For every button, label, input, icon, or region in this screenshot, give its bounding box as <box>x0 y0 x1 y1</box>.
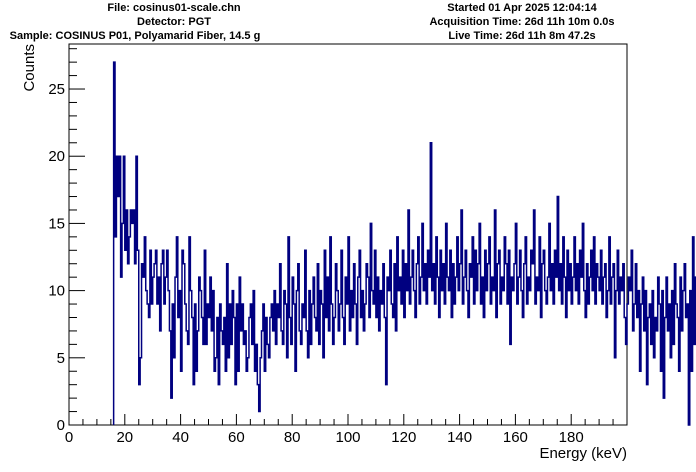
x-axis-title: Energy (keV) <box>539 445 627 462</box>
histogram-line <box>112 61 696 426</box>
axis-ticks <box>68 48 628 426</box>
x-tick-label: 20 <box>116 429 133 446</box>
x-tick-label: 80 <box>284 429 301 446</box>
y-axis-title: Counts <box>21 44 38 92</box>
y-tick-label: 0 <box>57 417 65 434</box>
y-tick-label: 20 <box>48 148 65 165</box>
x-tick-labels: 0 20 40 60 80 100 120 140 160 180 <box>65 429 584 446</box>
x-tick-label: 120 <box>391 429 416 446</box>
x-tick-label: 100 <box>335 429 360 446</box>
x-tick-label: 160 <box>503 429 528 446</box>
y-tick-label: 15 <box>48 215 65 232</box>
y-tick-label: 5 <box>57 350 65 367</box>
header-started: Started 01 Apr 2025 12:04:14 <box>447 2 597 14</box>
y-tick-label: 10 <box>48 283 65 300</box>
x-tick-label: 180 <box>559 429 584 446</box>
header-sample: Sample: COSINUS P01, Polyamarid Fiber, 1… <box>9 30 261 42</box>
y-tick-label: 25 <box>48 81 65 98</box>
header-acquisition: Acquisition Time: 26d 11h 10m 0.0s <box>429 16 615 28</box>
header-detector: Detector: PGT <box>137 16 211 28</box>
x-tick-label: 60 <box>228 429 245 446</box>
y-tick-labels: 0 5 10 15 20 25 <box>48 81 65 434</box>
x-tick-label: 0 <box>65 429 73 446</box>
x-tick-label: 40 <box>172 429 189 446</box>
x-tick-label: 140 <box>447 429 472 446</box>
plot-frame <box>68 43 628 426</box>
header-file: File: cosinus01-scale.chn <box>107 2 241 14</box>
header-live: Live Time: 26d 11h 8m 47.2s <box>448 30 596 42</box>
